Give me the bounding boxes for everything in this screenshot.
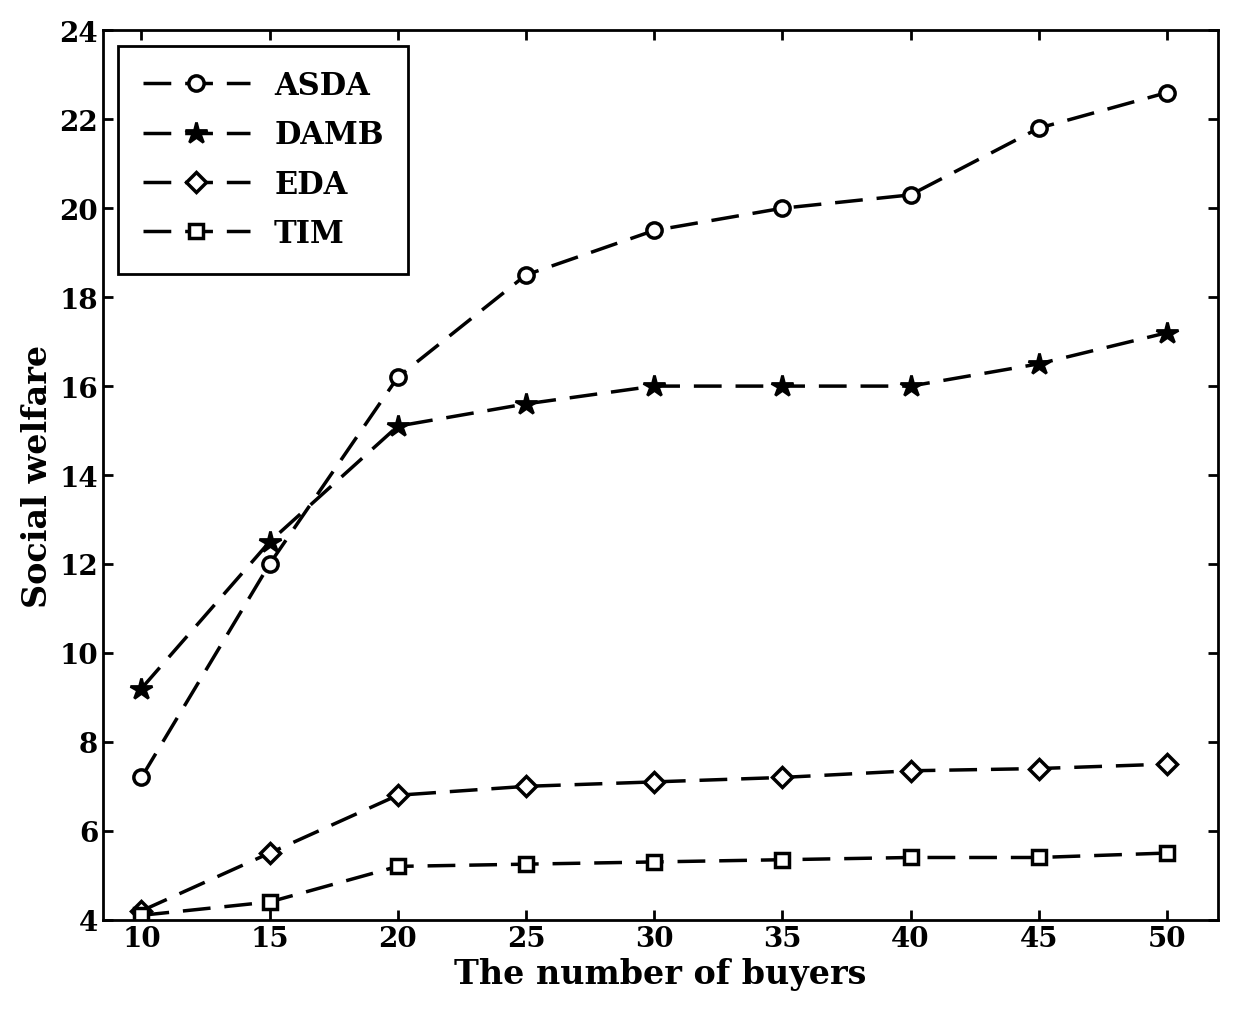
EDA (1031, 762, 1046, 774)
EDA (519, 780, 534, 793)
DAMB (647, 381, 662, 393)
Line: EDA: EDA (135, 757, 1173, 918)
DAMB (903, 381, 918, 393)
DAMB (1031, 359, 1046, 371)
EDA (263, 847, 278, 859)
TIM (903, 851, 918, 863)
ASDA (774, 203, 789, 215)
EDA (134, 905, 149, 917)
TIM (1160, 847, 1175, 859)
TIM (134, 909, 149, 921)
Line: DAMB: DAMB (130, 323, 1178, 700)
ASDA (263, 558, 278, 570)
DAMB (519, 398, 534, 410)
DAMB (390, 421, 405, 433)
Legend: ASDA, DAMB, EDA, TIM: ASDA, DAMB, EDA, TIM (118, 47, 408, 274)
ASDA (390, 372, 405, 384)
TIM (647, 856, 662, 868)
ASDA (1160, 87, 1175, 99)
TIM (263, 896, 278, 908)
Line: TIM: TIM (135, 846, 1173, 922)
ASDA (519, 270, 534, 282)
ASDA (647, 225, 662, 238)
EDA (390, 790, 405, 802)
ASDA (903, 190, 918, 202)
EDA (774, 771, 789, 784)
Line: ASDA: ASDA (134, 86, 1175, 786)
DAMB (263, 536, 278, 548)
EDA (1160, 758, 1175, 770)
Y-axis label: Social welfare: Social welfare (21, 344, 53, 607)
DAMB (1160, 328, 1175, 340)
EDA (903, 765, 918, 777)
X-axis label: The number of buyers: The number of buyers (455, 957, 867, 990)
TIM (390, 860, 405, 872)
EDA (647, 776, 662, 789)
DAMB (134, 682, 149, 695)
ASDA (134, 771, 149, 784)
TIM (774, 854, 789, 866)
TIM (1031, 851, 1046, 863)
DAMB (774, 381, 789, 393)
ASDA (1031, 123, 1046, 135)
TIM (519, 858, 534, 870)
